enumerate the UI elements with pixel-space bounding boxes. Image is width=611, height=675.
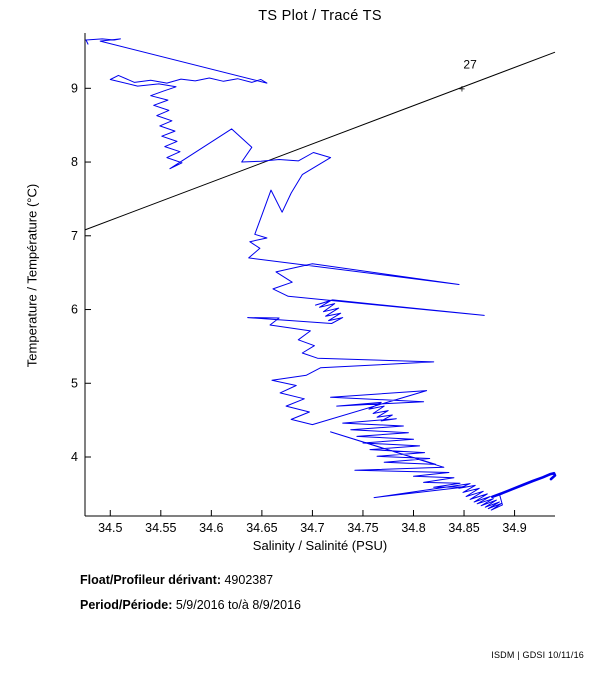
x-tick-label: 34.9	[502, 521, 526, 535]
x-tick-label: 34.75	[347, 521, 378, 535]
y-tick-label: 9	[71, 81, 78, 95]
agency-stamp: ISDM | GDSI 10/11/16	[491, 650, 584, 660]
x-axis-label: Salinity / Salinité (PSU)	[252, 538, 388, 553]
float-id-value: 4902387	[221, 573, 274, 587]
x-tick-label: 34.7	[300, 521, 324, 535]
isopycnal-27-line	[84, 51, 556, 231]
float-id-line: Float/Profileur dérivant: 4902387	[80, 568, 301, 593]
x-tick-label: 34.6	[199, 521, 223, 535]
float-id-label: Float/Profileur dérivant:	[80, 573, 221, 587]
isopycnal-label: 27	[463, 57, 477, 71]
x-tick-label: 34.65	[246, 521, 277, 535]
x-tick-label: 34.85	[448, 521, 479, 535]
period-label: Period/Période:	[80, 598, 173, 612]
y-axis-label: Temperature / Température (°C)	[24, 183, 40, 368]
y-tick-label: 6	[71, 303, 78, 317]
y-tick-label: 8	[71, 155, 78, 169]
x-tick-label: 34.55	[145, 521, 176, 535]
figure-title: TS Plot / Tracé TS	[258, 8, 382, 24]
period-line: Period/Période: 5/9/2016 to/à 8/9/2016	[80, 593, 301, 618]
x-tick-label: 34.5	[98, 521, 122, 535]
y-tick-label: 5	[71, 376, 78, 390]
ts-data-dense_tail	[490, 471, 557, 499]
y-tick-label: 4	[71, 450, 78, 464]
y-tick-label: 7	[71, 229, 78, 243]
period-value: 5/9/2016 to/à 8/9/2016	[172, 598, 301, 612]
footer-info: Float/Profileur dérivant: 4902387 Period…	[80, 568, 301, 618]
x-tick-label: 34.8	[401, 521, 425, 535]
isopycnal-label-marker: +	[459, 83, 465, 95]
ts-data-ts_curve	[85, 38, 503, 511]
